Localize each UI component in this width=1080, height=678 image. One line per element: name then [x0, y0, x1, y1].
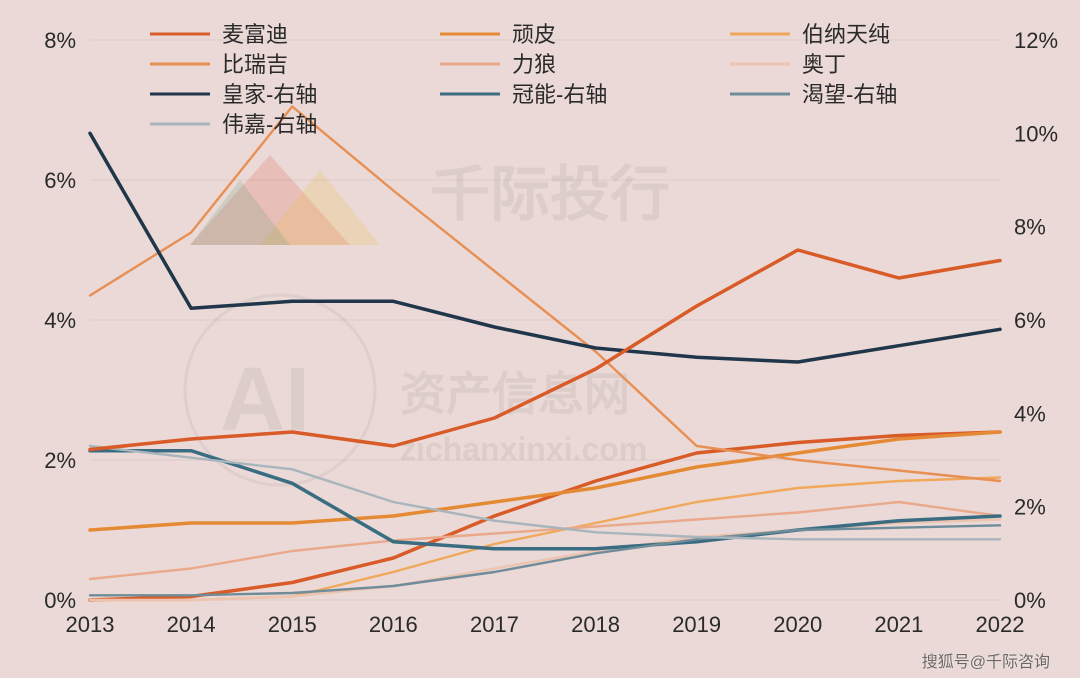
- y-left-tick-label: 4%: [44, 308, 76, 333]
- x-tick-label: 2015: [268, 612, 317, 637]
- y-right-tick-label: 10%: [1014, 121, 1058, 146]
- x-tick-label: 2014: [167, 612, 216, 637]
- legend-label-bonatianchun: 伯纳天纯: [802, 22, 890, 47]
- x-tick-label: 2016: [369, 612, 418, 637]
- watermark-text: 千际投行: [430, 161, 670, 228]
- chart-container: 千际投行资产信息网zichanxinxi.comAI0%2%4%6%8%0%2%…: [0, 0, 1080, 678]
- legend-label-aoding: 奥丁: [802, 52, 846, 77]
- legend-label-biruiji: 比瑞吉: [222, 52, 288, 77]
- x-tick-label: 2018: [571, 612, 620, 637]
- line-chart: 千际投行资产信息网zichanxinxi.comAI0%2%4%6%8%0%2%…: [0, 0, 1080, 678]
- y-left-tick-label: 6%: [44, 168, 76, 193]
- x-tick-label: 2017: [470, 612, 519, 637]
- legend-label-huangjia: 皇家-右轴: [222, 82, 317, 107]
- x-tick-label: 2020: [773, 612, 822, 637]
- y-right-tick-label: 0%: [1014, 588, 1046, 613]
- y-right-tick-label: 2%: [1014, 495, 1046, 520]
- watermark-text: 资产信息网: [400, 368, 630, 420]
- y-right-tick-label: 12%: [1014, 28, 1058, 53]
- y-right-tick-label: 6%: [1014, 308, 1046, 333]
- legend-label-lilang: 力狼: [512, 52, 556, 77]
- x-tick-label: 2022: [976, 612, 1025, 637]
- legend-label-maifudi: 麦富迪: [222, 22, 288, 47]
- legend-label-kewang: 渴望-右轴: [802, 82, 897, 107]
- y-left-tick-label: 0%: [44, 588, 76, 613]
- x-tick-label: 2019: [672, 612, 721, 637]
- legend-label-guanneng: 冠能-右轴: [512, 82, 607, 107]
- watermark-text: zichanxinxi.com: [400, 431, 647, 467]
- y-right-tick-label: 4%: [1014, 401, 1046, 426]
- legend-label-wanpi: 顽皮: [512, 22, 556, 47]
- y-left-tick-label: 8%: [44, 28, 76, 53]
- source-attribution: 搜狐号@千际咨询: [922, 648, 1050, 672]
- legend-label-weijia: 伟嘉-右轴: [222, 112, 317, 137]
- y-right-tick-label: 8%: [1014, 215, 1046, 240]
- y-left-tick-label: 2%: [44, 448, 76, 473]
- x-tick-label: 2013: [66, 612, 115, 637]
- x-tick-label: 2021: [874, 612, 923, 637]
